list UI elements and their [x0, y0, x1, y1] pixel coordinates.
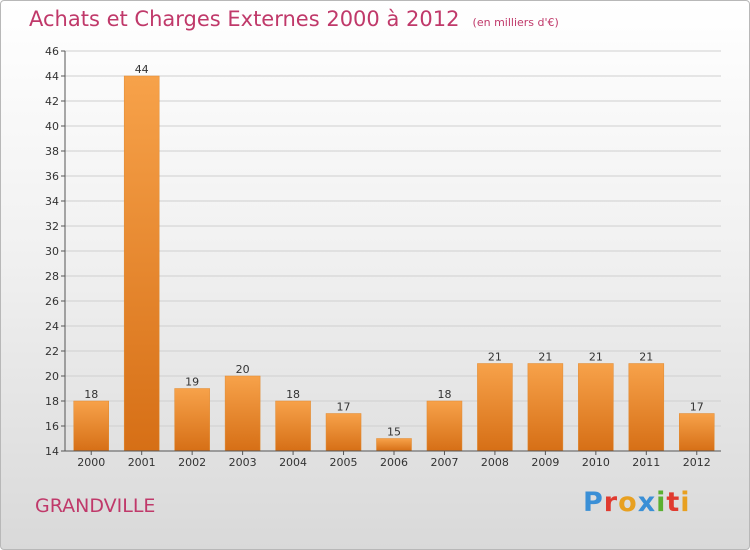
- x-tick-label-2010: 2010: [582, 456, 610, 469]
- chart-title: Achats et Charges Externes 2000 à 2012: [29, 7, 460, 31]
- x-tick-label-2000: 2000: [77, 456, 105, 469]
- bar-2012: [679, 413, 715, 452]
- y-tick-label: 40: [45, 120, 59, 133]
- y-tick-label: 34: [45, 195, 59, 208]
- location-label: GRANDVILLE: [35, 495, 156, 517]
- proxiti-logo: Proxiti: [583, 487, 691, 518]
- y-tick-label: 46: [45, 45, 59, 58]
- y-tick-label: 28: [45, 270, 59, 283]
- x-tick-label-2007: 2007: [430, 456, 458, 469]
- data-label-2010: 21: [589, 351, 603, 364]
- y-tick-label: 20: [45, 370, 59, 383]
- x-tick-label-2004: 2004: [279, 456, 307, 469]
- chart-subtitle: (en milliers d'€): [472, 16, 559, 29]
- logo-letter: P: [583, 487, 604, 518]
- data-label-2000: 18: [84, 388, 98, 401]
- grid-lines: [65, 50, 721, 452]
- y-tick-label: 32: [45, 220, 59, 233]
- bar-2005: [325, 413, 362, 452]
- data-label-2005: 17: [337, 401, 351, 414]
- y-tick-label: 36: [45, 170, 59, 183]
- x-tick-label-2005: 2005: [330, 456, 358, 469]
- y-tick-label: 24: [45, 320, 59, 333]
- x-tick-label-2008: 2008: [481, 456, 509, 469]
- data-label-2007: 18: [437, 388, 451, 401]
- y-tick-label: 14: [45, 445, 59, 458]
- y-tick-label: 42: [45, 95, 59, 108]
- data-label-2004: 18: [286, 388, 300, 401]
- data-label-2003: 20: [236, 363, 250, 376]
- data-label-2008: 21: [488, 351, 502, 364]
- y-tick-label: 26: [45, 295, 59, 308]
- data-label-2011: 21: [639, 351, 653, 364]
- bar-2003: [224, 375, 261, 452]
- bar-2008: [477, 363, 513, 452]
- x-tick-label-2003: 2003: [229, 456, 257, 469]
- y-tick-label: 18: [45, 395, 59, 408]
- bar-2006: [376, 438, 412, 452]
- axes: 14 16 18 20 22 24 26 28 30 32 34 36 38 40 42 44 46 2000 20…: [45, 45, 721, 469]
- y-tick-label: 38: [45, 145, 59, 158]
- bar-2007: [426, 400, 463, 452]
- logo-letter: i: [656, 487, 667, 518]
- y-tick-label: 16: [45, 420, 59, 433]
- y-tick-label: 30: [45, 245, 59, 258]
- data-label-2001: 44: [135, 63, 149, 76]
- logo-letter: i: [680, 487, 691, 518]
- data-label-2012: 17: [690, 401, 704, 414]
- bar-2000: [73, 400, 109, 452]
- bar-2009: [527, 363, 564, 452]
- bar-2002: [174, 388, 210, 452]
- bar-2004: [275, 400, 311, 452]
- x-tick-label-2009: 2009: [531, 456, 559, 469]
- logo-letter: r: [603, 487, 619, 518]
- bar-2010: [578, 363, 614, 452]
- y-tick-label: 22: [45, 345, 59, 358]
- logo-letter: o: [618, 487, 638, 518]
- bar-2001: [123, 75, 160, 452]
- data-label-2006: 15: [387, 426, 401, 439]
- data-label-2002: 19: [185, 376, 199, 389]
- x-tick-label-2001: 2001: [128, 456, 156, 469]
- x-tick-label-2006: 2006: [380, 456, 408, 469]
- logo-letter: t: [666, 487, 681, 518]
- x-tick-label-2012: 2012: [683, 456, 711, 469]
- x-tick-label-2002: 2002: [178, 456, 206, 469]
- y-tick-label: 44: [45, 70, 59, 83]
- chart-title-block: Achats et Charges Externes 2000 à 2012 (…: [29, 7, 559, 31]
- bar-2011: [628, 363, 665, 452]
- bars: 18 44 19 20 18 17 15 18 21 21 21 21 17: [73, 63, 715, 452]
- logo-letter: x: [637, 487, 657, 518]
- data-label-2009: 21: [538, 351, 552, 364]
- x-tick-label-2011: 2011: [632, 456, 660, 469]
